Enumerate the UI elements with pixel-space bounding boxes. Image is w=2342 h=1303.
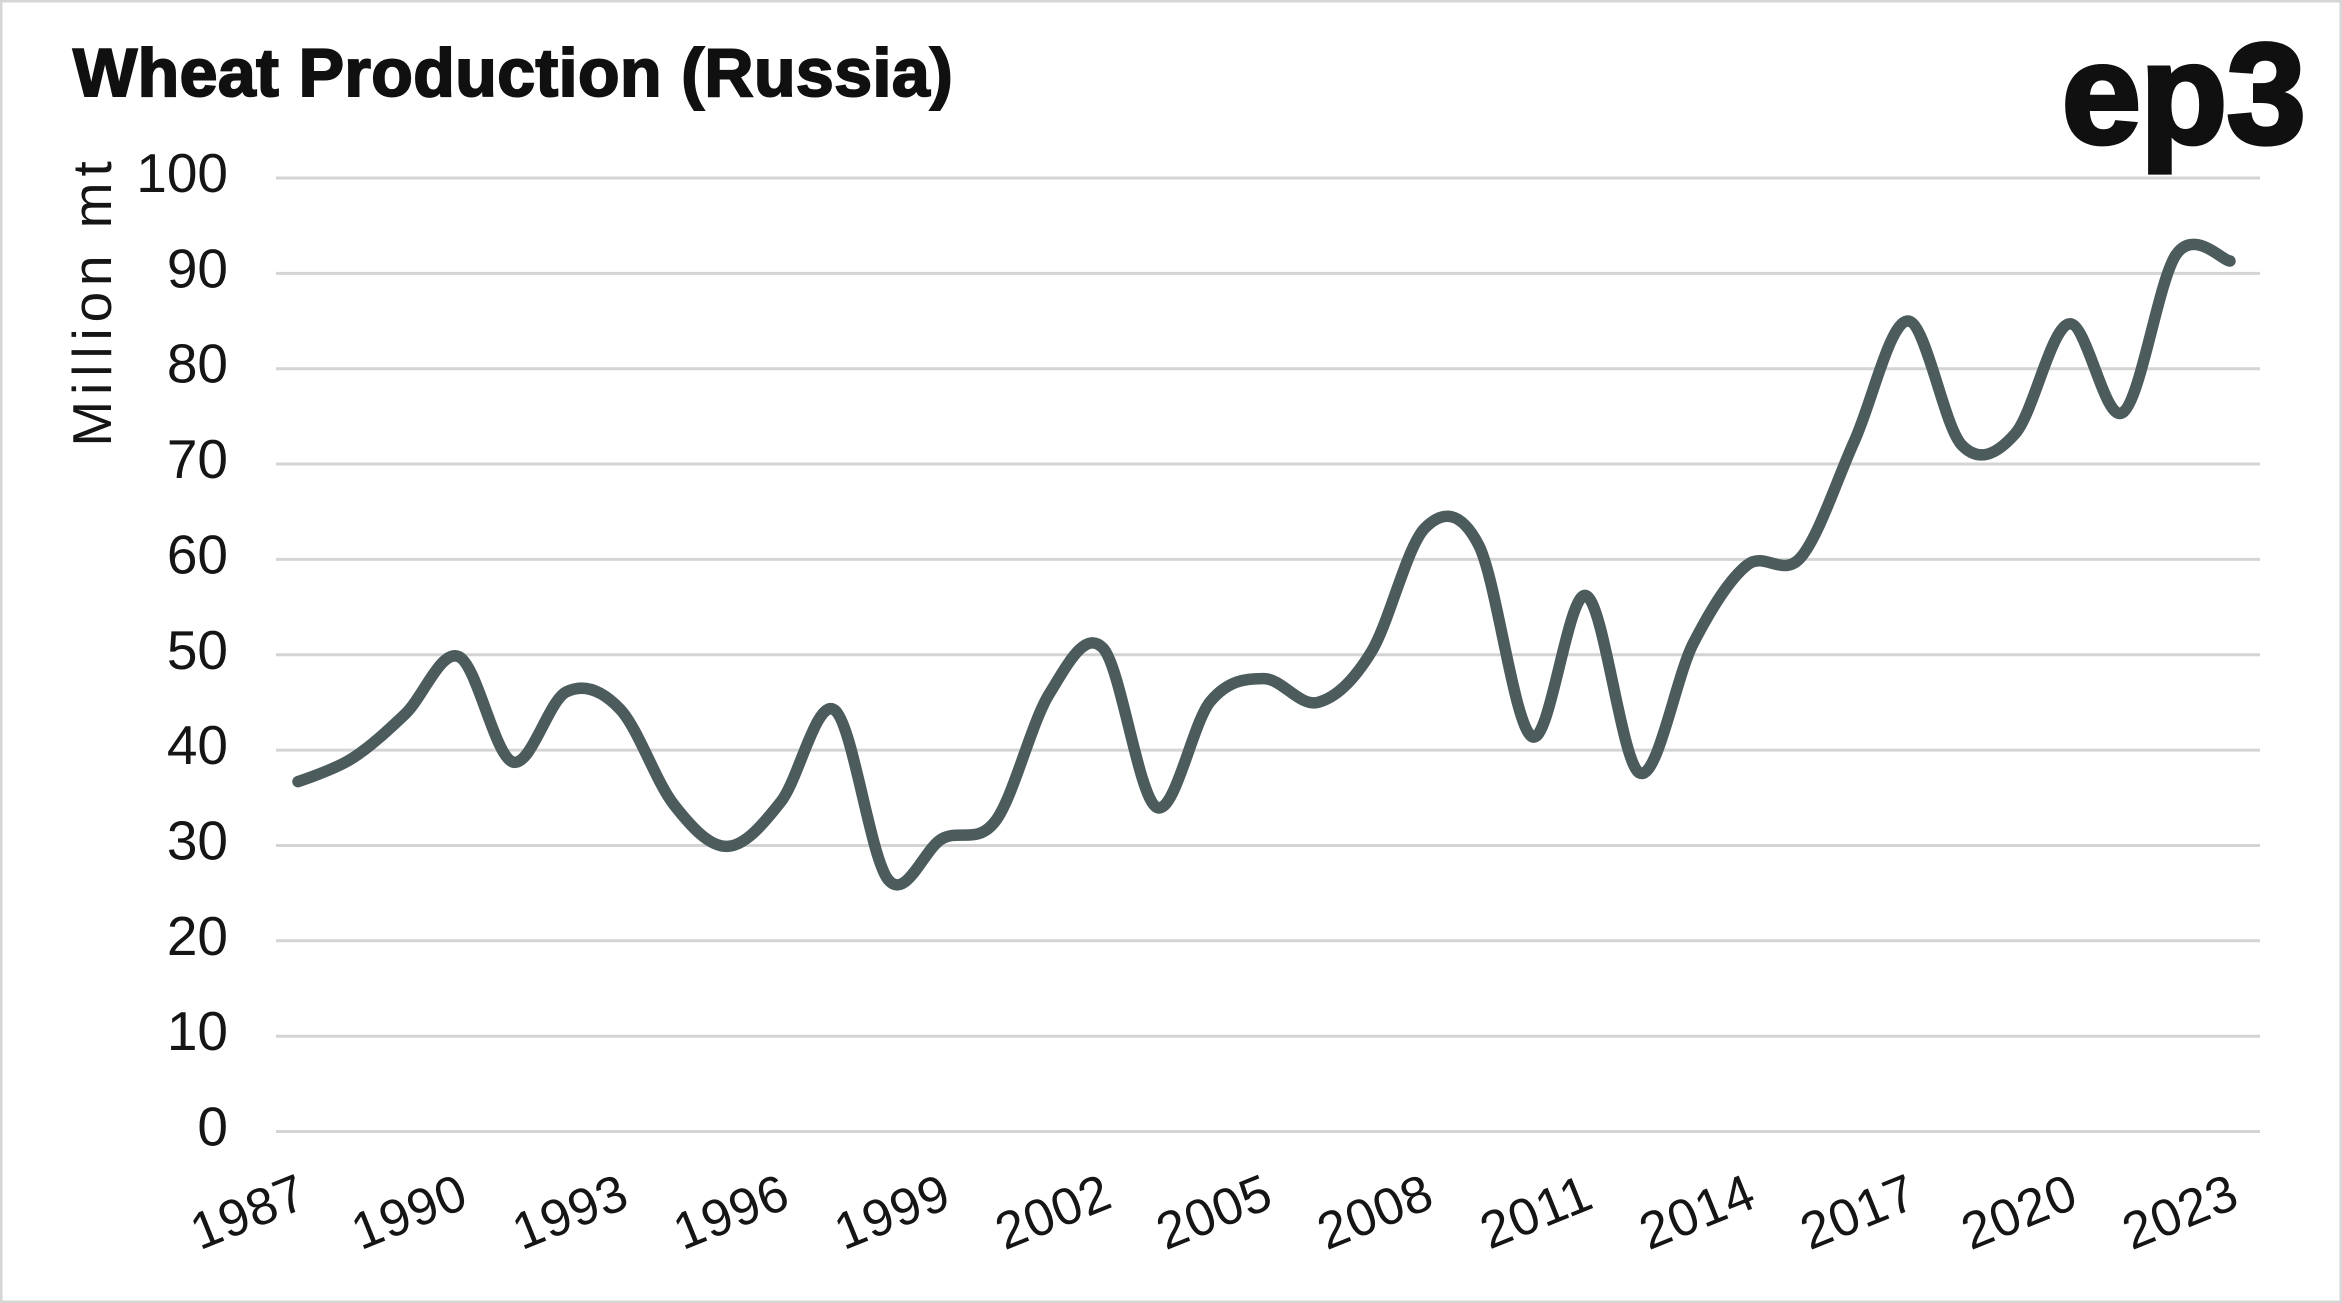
svg-text:Wheat Production (Russia): Wheat Production (Russia) bbox=[73, 35, 953, 111]
svg-text:100: 100 bbox=[136, 142, 228, 204]
svg-text:90: 90 bbox=[167, 237, 228, 299]
svg-text:40: 40 bbox=[167, 714, 228, 776]
svg-text:30: 30 bbox=[167, 810, 228, 872]
svg-text:70: 70 bbox=[167, 428, 228, 490]
svg-text:0: 0 bbox=[197, 1096, 228, 1158]
svg-text:60: 60 bbox=[167, 523, 228, 585]
svg-text:10: 10 bbox=[167, 1000, 228, 1062]
svg-text:20: 20 bbox=[167, 905, 228, 967]
svg-text:Million mt: Million mt bbox=[61, 155, 123, 446]
svg-text:80: 80 bbox=[167, 333, 228, 395]
svg-text:ep3: ep3 bbox=[2062, 15, 2305, 174]
svg-text:50: 50 bbox=[167, 619, 228, 681]
